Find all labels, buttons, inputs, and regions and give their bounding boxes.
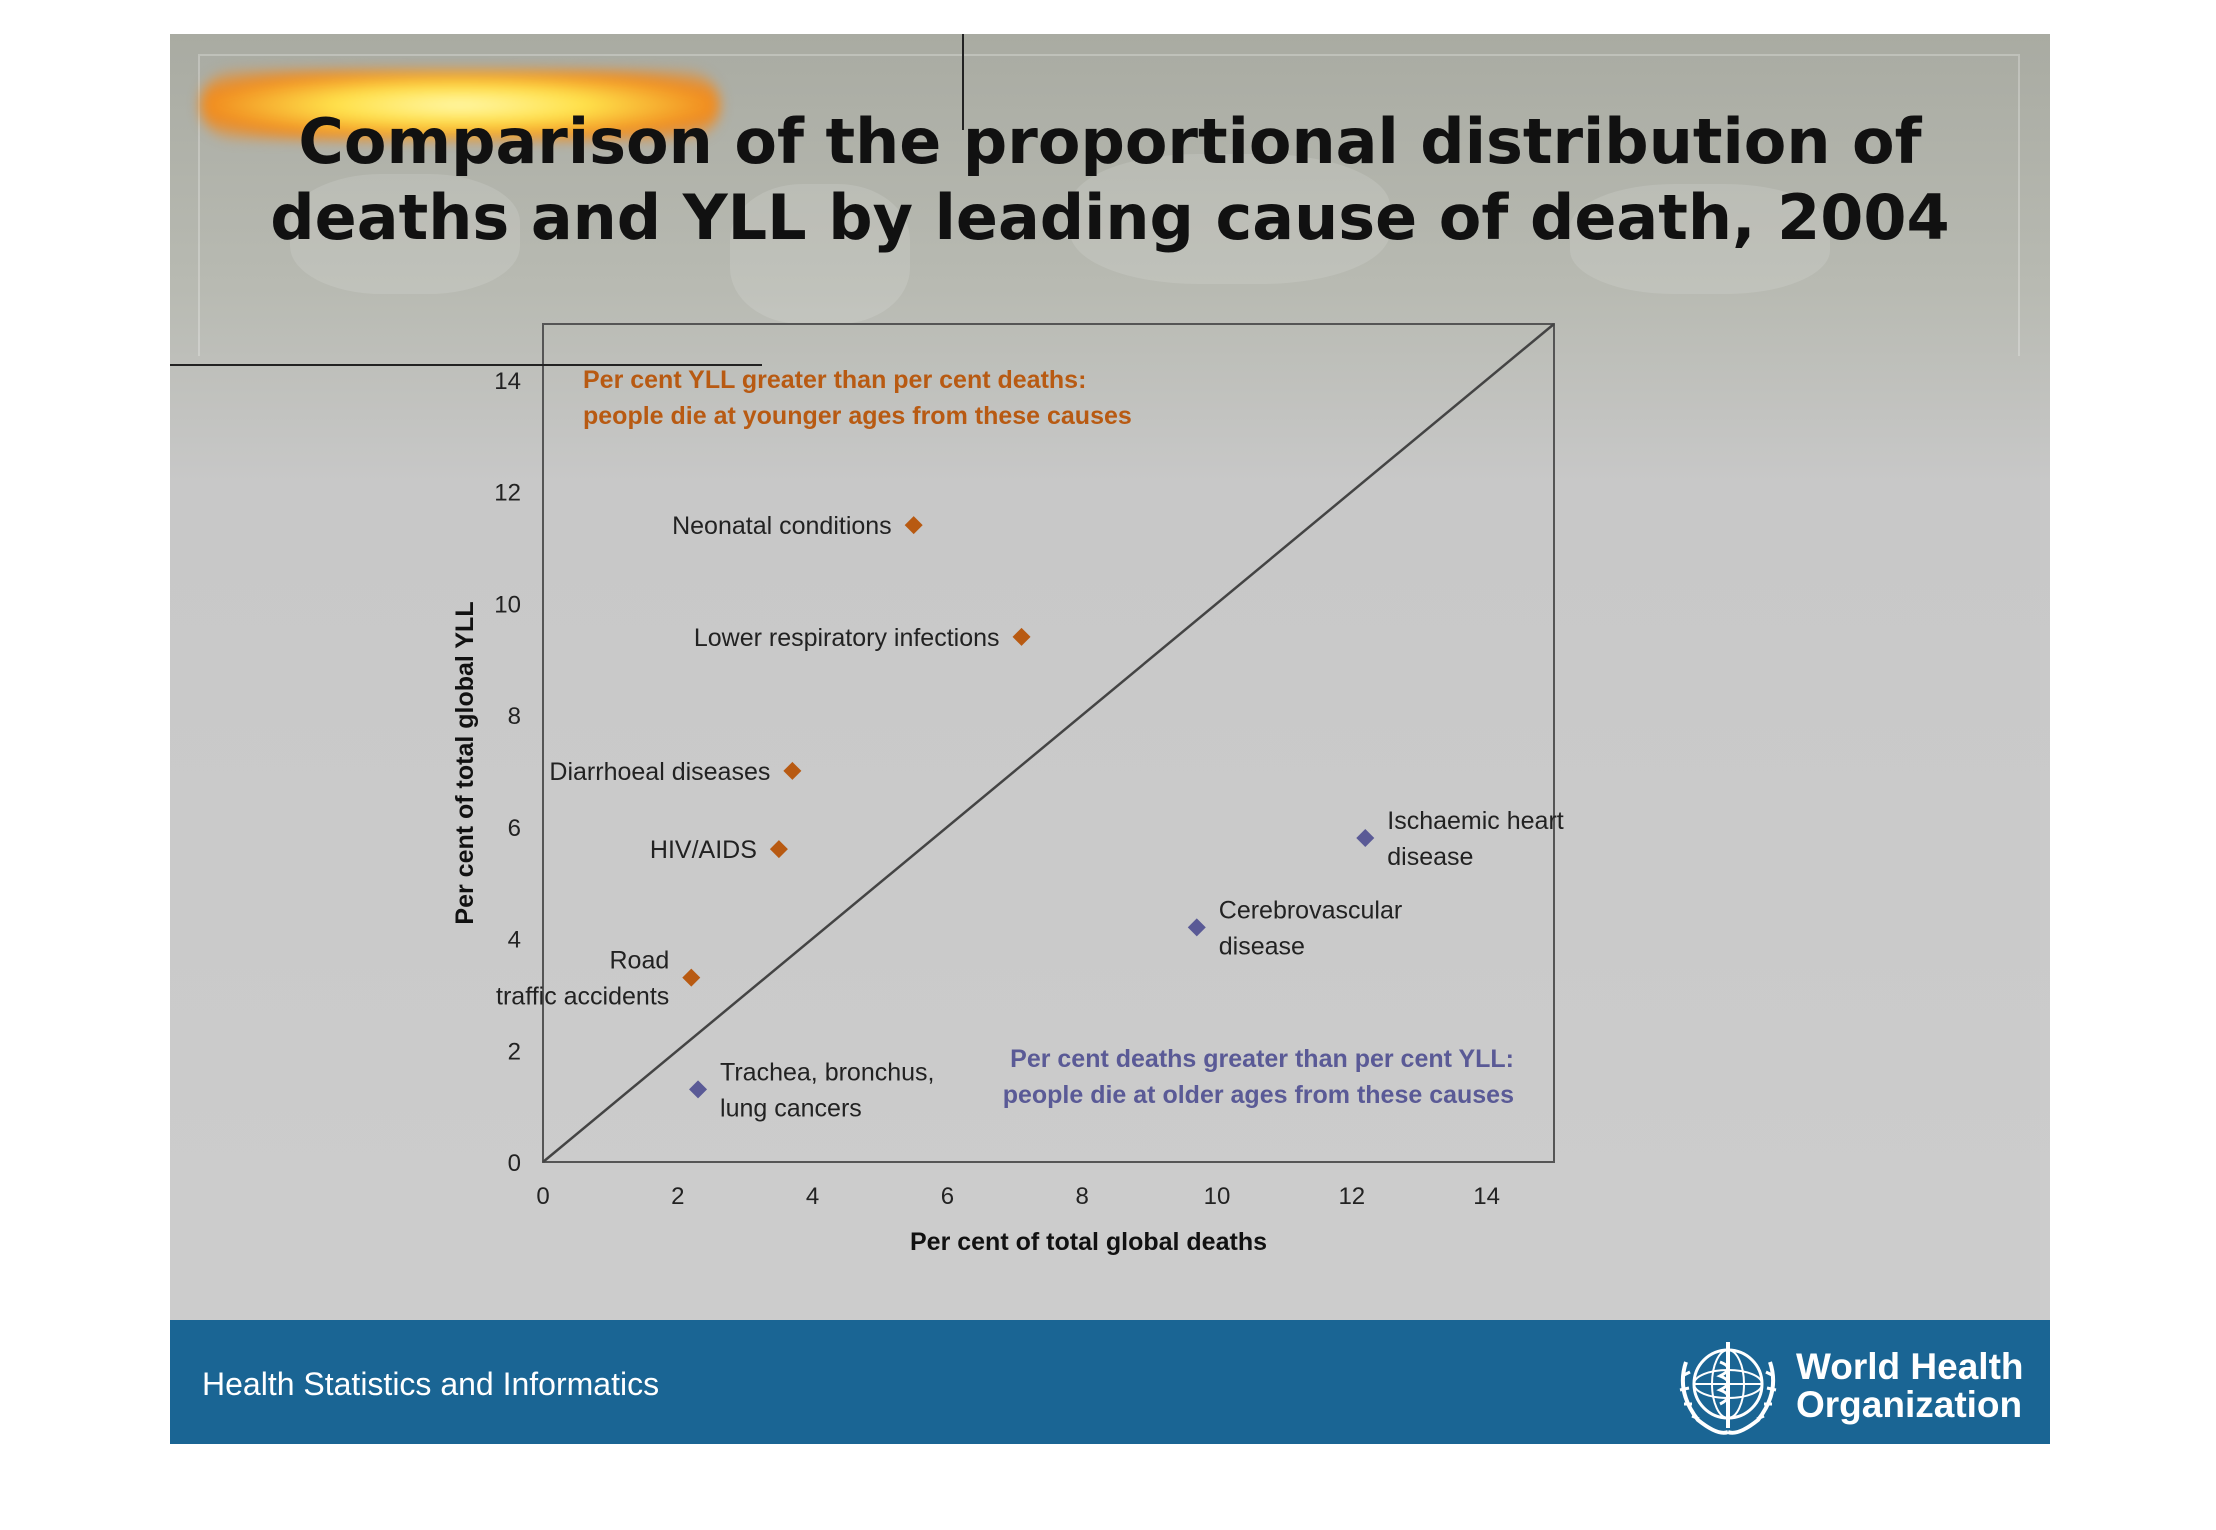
world-map-shape xyxy=(1570,184,1830,294)
title-line-2: deaths and YLL by leading cause of death… xyxy=(270,181,1950,254)
org-name-line-1: World Health xyxy=(1796,1346,2024,1387)
data-point-label: Trachea, bronchus, xyxy=(720,1058,934,1086)
x-tick-label: 12 xyxy=(1338,1183,1365,1210)
y-tick-label: 2 xyxy=(508,1038,521,1065)
scatter-chart: 0 2 4 6 8 10 12 14 0 2 4 6 8 10 12 14 Per cent of total … xyxy=(451,323,1564,1256)
annotation-older-text: people die at older ages from these caus… xyxy=(1003,1081,1514,1109)
data-point-label: disease xyxy=(1219,932,1305,960)
x-tick-label: 2 xyxy=(671,1183,684,1210)
data-point-marker xyxy=(904,516,923,535)
footer-label: Health Statistics and Informatics xyxy=(202,1366,660,1402)
annotation-younger-text: people die at younger ages from these ca… xyxy=(583,402,1132,430)
who-org-name: World Health Organization xyxy=(1796,1348,2036,1424)
data-point-label: lung cancers xyxy=(720,1094,862,1122)
x-axis-label: Per cent of total global deaths xyxy=(910,1228,1267,1256)
highlight-glow xyxy=(200,70,720,140)
y-tick-label: 0 xyxy=(508,1150,521,1177)
annotation-older-text: Per cent deaths greater than per cent YL… xyxy=(1010,1045,1514,1073)
data-point-marker xyxy=(1012,627,1031,646)
y-tick-label: 12 xyxy=(494,480,521,507)
data-point-label: traffic accidents xyxy=(496,983,669,1011)
title-line-1: Comparison of the proportional distribut… xyxy=(298,105,1922,178)
footer-bar: Health Statistics and Informatics World … xyxy=(170,1320,2050,1444)
annotation-younger-text: Per cent YLL greater than per cent death… xyxy=(583,366,1086,394)
y-axis-label: Per cent of total global YLL xyxy=(451,601,479,924)
data-point-label: Diarrhoeal diseases xyxy=(549,758,770,786)
x-tick-label: 0 xyxy=(536,1183,549,1210)
slide: Comparison of the proportional distribut… xyxy=(170,34,2050,1444)
x-tick-label: 4 xyxy=(806,1183,819,1210)
data-point-label: HIV/AIDS xyxy=(650,836,757,864)
world-map-shape xyxy=(1070,154,1390,284)
data-point-label: Ischaemic heart xyxy=(1387,807,1564,835)
decorative-rule xyxy=(170,364,762,366)
slide-frame xyxy=(198,54,2020,356)
plot-frame xyxy=(542,323,1555,1163)
data-point-marker xyxy=(1356,828,1375,847)
x-tick-label: 10 xyxy=(1204,1183,1231,1210)
x-tick-label: 8 xyxy=(1076,1183,1089,1210)
world-map-shape xyxy=(290,174,520,294)
data-point-label: disease xyxy=(1387,843,1473,871)
world-map-shape xyxy=(730,184,910,324)
y-tick-label: 10 xyxy=(494,591,521,618)
x-tick-label: 14 xyxy=(1473,1183,1500,1210)
org-name-line-2: Organization xyxy=(1796,1384,2023,1425)
x-tick-label: 6 xyxy=(941,1183,954,1210)
data-point-marker xyxy=(689,1080,708,1099)
data-point-marker xyxy=(1187,918,1206,937)
decorative-rule xyxy=(962,34,964,130)
who-emblem-icon xyxy=(1679,1342,1777,1435)
data-point-label: Cerebrovascular xyxy=(1219,896,1402,924)
data-point-label: Lower respiratory infections xyxy=(694,624,1000,652)
y-tick-label: 6 xyxy=(508,815,521,842)
data-point-label: Road xyxy=(610,947,670,975)
diagonal-reference-line xyxy=(542,323,1555,1163)
y-tick-label: 8 xyxy=(508,703,521,730)
data-point-marker xyxy=(769,840,788,859)
slide-title: Comparison of the proportional distribut… xyxy=(170,104,2050,256)
data-point-marker xyxy=(783,761,802,780)
y-tick-label: 4 xyxy=(508,927,521,954)
y-tick-label: 14 xyxy=(494,368,521,395)
data-point-marker xyxy=(682,968,701,987)
data-point-label: Neonatal conditions xyxy=(672,512,892,540)
